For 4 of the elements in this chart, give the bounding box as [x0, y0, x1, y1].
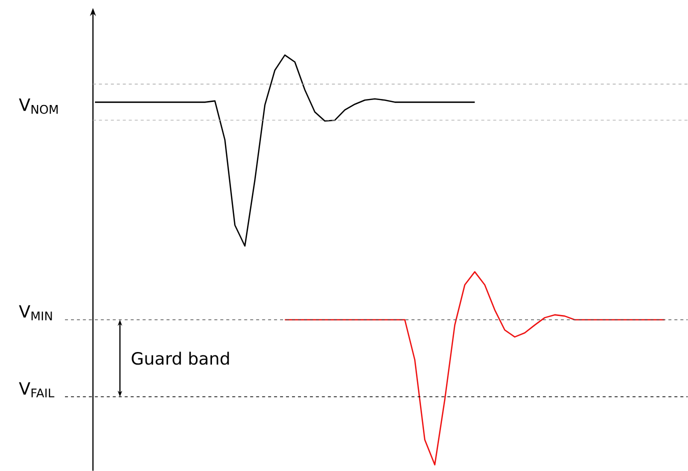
- ref-line-label: V$_{MIN}$: [18, 305, 52, 320]
- ref-line-label: V$_{FAIL}$: [18, 382, 54, 398]
- text: V$_{NOM}$: [18, 98, 58, 114]
- annotation: Guard band: [132, 352, 229, 365]
